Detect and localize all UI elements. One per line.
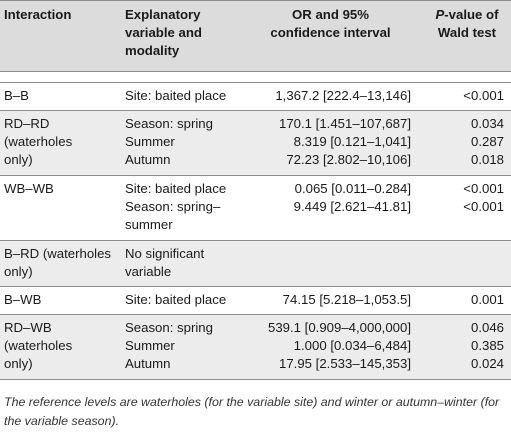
header-or-line-2: confidence interval xyxy=(270,25,391,40)
table-row-group: B–WB Site: baited place 74.15 [5.218–1,053… xyxy=(0,287,511,314)
header-or-line-1: OR and 95% xyxy=(292,7,369,22)
rule xyxy=(0,314,511,315)
variable-cell: Site: baited place xyxy=(125,181,227,196)
rule xyxy=(0,175,511,176)
p-value-cell: <0.001 xyxy=(463,199,504,214)
interaction-cell: B–RD (waterholes xyxy=(4,246,112,261)
rule xyxy=(0,240,511,241)
p-value-cell: 0.046 xyxy=(470,320,504,335)
p-value-cell: 0.001 xyxy=(470,292,504,307)
or-ci-cell: 74.15 [5.218–1,053.5] xyxy=(282,292,411,307)
interaction-cell: RD–WB xyxy=(4,320,52,335)
header-interaction: Interaction xyxy=(4,7,72,22)
variable-cell: Autumn xyxy=(125,356,171,371)
table-row-group: B–RD (waterholes only) No significant varia… xyxy=(0,241,511,286)
or-ci-cell: 1.000 [0.034–6,484] xyxy=(293,338,411,353)
header-p-value-line-1: P-value of xyxy=(430,6,504,24)
variable-cell: variable xyxy=(125,264,172,279)
interaction-cell: only) xyxy=(4,152,33,167)
variable-cell: summer xyxy=(125,217,173,232)
rule xyxy=(0,82,511,83)
interaction-cell: RD–RD xyxy=(4,116,50,131)
p-value-cell: 0.024 xyxy=(470,356,504,371)
table-bottom-rule xyxy=(0,379,511,380)
header-explanatory-line-1: Explanatory xyxy=(125,7,201,22)
or-ci-cell: 72.23 [2.802–10,106] xyxy=(286,152,411,167)
variable-cell: Summer xyxy=(125,338,175,353)
or-ci-cell: 170.1 [1.451–107,687] xyxy=(279,116,411,131)
variable-cell: Autumn xyxy=(125,152,171,167)
header-bottom-rule xyxy=(0,71,511,72)
rule xyxy=(0,110,511,111)
p-value-cell: <0.001 xyxy=(463,88,504,103)
header-explanatory-line-2: variable and xyxy=(125,25,202,40)
interaction-cell: WB–WB xyxy=(4,181,54,196)
table-row-group: RD–WB (waterholes only) Season: spring 539.1… xyxy=(0,315,511,379)
or-ci-cell: 17.95 [2.533–145,353] xyxy=(279,356,411,371)
variable-cell: Summer xyxy=(125,134,175,149)
table-footnote: The reference levels are waterholes (for… xyxy=(4,395,500,428)
header-p-value-line-2: Wald test xyxy=(437,25,497,40)
interaction-cell: only) xyxy=(4,356,33,371)
or-ci-cell: 539.1 [0.909–4,000,000] xyxy=(268,320,411,335)
interaction-cell: B–B xyxy=(4,88,29,103)
interaction-cell: only) xyxy=(4,264,33,279)
table-row-group: B–B Site: baited place 1,367.2 [222.4–13,1… xyxy=(0,83,511,110)
header-explanatory-line-3: modality xyxy=(125,43,180,58)
p-value-cell: 0.287 xyxy=(470,134,504,149)
or-ci-cell: 9.449 [2.621–41.81] xyxy=(293,199,411,214)
p-value-cell: 0.018 xyxy=(470,152,504,167)
table-row-group: WB–WB Site: baited place 0.065 [0.011–0.28… xyxy=(0,176,511,240)
variable-cell: Season: spring xyxy=(125,116,213,131)
p-value-cell: <0.001 xyxy=(463,181,504,196)
table-row-group: RD–RD (waterholes only) Season: spring 170.1… xyxy=(0,111,511,175)
table-top-rule xyxy=(0,0,511,1)
interaction-cell: (waterholes xyxy=(4,134,73,149)
p-value-cell: 0.034 xyxy=(470,116,504,131)
or-ci-cell: 0.065 [0.011–0.284] xyxy=(294,181,411,196)
interaction-cell: (waterholes xyxy=(4,338,73,353)
variable-cell: Site: baited place xyxy=(125,88,227,103)
variable-cell: Season: spring– xyxy=(125,199,221,214)
variable-cell: Site: baited place xyxy=(125,292,227,307)
rule xyxy=(0,286,511,287)
p-value-cell: 0.385 xyxy=(470,338,504,353)
interaction-cell: B–WB xyxy=(4,292,42,307)
header-p-rest: -value of xyxy=(444,7,499,22)
header-p-italic: P xyxy=(435,7,445,22)
variable-cell: Season: spring xyxy=(125,320,213,335)
or-ci-cell: 8.319 [0.121–1,041] xyxy=(293,134,411,149)
table-header-row: Interaction Explanatory variable and mod… xyxy=(0,0,511,71)
or-ci-cell: 1,367.2 [222.4–13,146] xyxy=(275,88,411,103)
variable-cell: No significant xyxy=(125,246,205,261)
